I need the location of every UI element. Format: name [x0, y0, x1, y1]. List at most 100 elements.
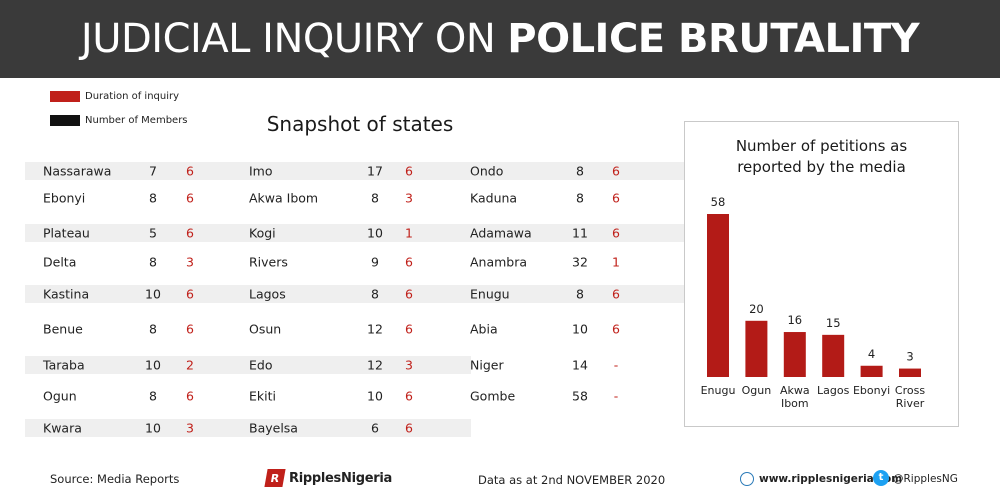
state-members: 11: [572, 225, 588, 241]
state-members: 8: [576, 190, 584, 206]
state-duration: 6: [612, 225, 620, 241]
category-label: Lagos: [817, 384, 850, 397]
state-members: 9: [371, 254, 379, 270]
bar-value-label: 3: [906, 350, 913, 364]
state-row: Taraba 10 2: [25, 356, 251, 374]
state-duration: 6: [186, 163, 194, 179]
petitions-chart-panel: Number of petitions as reported by the m…: [684, 121, 959, 427]
footer-website: www.ripplesnigeria.com: [759, 473, 903, 485]
state-duration: 6: [186, 225, 194, 241]
bar-value-label: 4: [868, 347, 875, 361]
state-row: Adamawa 11 6: [458, 224, 684, 242]
state-duration: 6: [405, 321, 413, 337]
state-row: Kaduna 8 6: [458, 189, 684, 207]
state-row: Ogun 8 6: [25, 387, 251, 405]
state-row: Imo 17 6: [245, 162, 471, 180]
state-row: Bayelsa 6 6: [245, 419, 471, 437]
state-row: Akwa Ibom 8 3: [245, 189, 471, 207]
state-members: 58: [572, 388, 588, 404]
footer-source: Source: Media Reports: [50, 472, 180, 486]
state-row: Edo 12 3: [245, 356, 471, 374]
ripples-logo: R RipplesNigeria: [264, 469, 392, 487]
legend-duration-label: Duration of inquiry: [85, 90, 180, 102]
ripples-logo-text: RipplesNigeria: [289, 470, 392, 486]
state-members: 10: [367, 225, 383, 241]
state-name: Anambra: [470, 254, 528, 270]
category-label: River: [896, 397, 925, 410]
legend-duration-swatch: [50, 90, 80, 102]
bar-value-label: 16: [787, 313, 802, 327]
state-duration: 6: [612, 163, 620, 179]
state-duration: 6: [612, 190, 620, 206]
state-duration: 6: [186, 388, 194, 404]
state-members: 8: [371, 190, 379, 206]
state-row: Ekiti 10 6: [245, 387, 471, 405]
state-name: Ebonyi: [43, 190, 86, 206]
state-duration: 6: [612, 321, 620, 337]
state-name: Taraba: [43, 357, 85, 373]
state-duration: 6: [405, 388, 413, 404]
state-members: 8: [576, 163, 584, 179]
state-members: 12: [367, 321, 383, 337]
legend-members: Number of Members: [50, 113, 188, 127]
category-label: Ibom: [781, 397, 809, 410]
state-row: Gombe 58 -: [458, 387, 684, 405]
state-duration: 3: [186, 420, 194, 436]
state-name: Gombe: [470, 388, 516, 404]
category-label: Enugu: [701, 384, 736, 397]
state-name: Akwa Ibom: [249, 190, 319, 206]
state-members: 10: [145, 357, 161, 373]
state-duration: 6: [405, 286, 413, 302]
state-name: Niger: [470, 357, 504, 373]
state-duration: -: [613, 388, 619, 404]
state-name: Osun: [249, 321, 282, 337]
state-members: 8: [149, 388, 157, 404]
state-duration: 6: [405, 163, 413, 179]
state-row: Rivers 9 6: [245, 253, 471, 271]
bar-value-label: 20: [749, 302, 764, 316]
state-name: Ogun: [43, 388, 77, 404]
state-members: 14: [572, 357, 588, 373]
bar-akwa-ibom: [783, 332, 806, 377]
state-members: 10: [367, 388, 383, 404]
state-members: 5: [149, 225, 157, 241]
state-name: Ekiti: [249, 388, 276, 404]
category-label: Cross: [895, 384, 925, 397]
state-name: Delta: [43, 254, 77, 270]
title-bold: POLICE BRUTALITY: [507, 16, 920, 62]
state-row: Kwara 10 3: [25, 419, 251, 437]
bar-value-label: 58: [711, 195, 726, 209]
legend-duration: Duration of inquiry: [50, 89, 179, 103]
state-row: Lagos 8 6: [245, 285, 471, 303]
state-row: Ebonyi 8 6: [25, 189, 251, 207]
state-name: Nassarawa: [43, 163, 112, 179]
state-duration: 6: [405, 254, 413, 270]
state-name: Bayelsa: [249, 420, 298, 436]
state-row: Plateau 5 6: [25, 224, 251, 242]
state-row: Kogi 10 1: [245, 224, 471, 242]
state-row: Enugu 8 6: [458, 285, 684, 303]
state-row: Nassarawa 7 6: [25, 162, 251, 180]
state-name: Lagos: [249, 286, 286, 302]
bar-ebonyi: [860, 365, 883, 377]
state-duration: 3: [186, 254, 194, 270]
state-name: Enugu: [470, 286, 510, 302]
state-members: 7: [149, 163, 157, 179]
state-row: Anambra 32 1: [458, 253, 684, 271]
state-row: Kastina 10 6: [25, 285, 251, 303]
state-name: Benue: [43, 321, 83, 337]
state-name: Kwara: [43, 420, 82, 436]
ripples-logo-icon: R: [264, 469, 286, 487]
state-members: 12: [367, 357, 383, 373]
footer-date: Data as at 2nd NOVEMBER 2020: [478, 473, 666, 487]
state-members: 8: [149, 190, 157, 206]
state-name: Kogi: [249, 225, 276, 241]
bar-ogun: [745, 320, 768, 377]
category-label: Akwa: [780, 384, 810, 397]
chart-title: Number of petitions as reported by the m…: [685, 136, 958, 178]
state-members: 32: [572, 254, 588, 270]
state-members: 10: [145, 420, 161, 436]
state-duration: 6: [405, 420, 413, 436]
bar-lagos: [822, 334, 845, 377]
